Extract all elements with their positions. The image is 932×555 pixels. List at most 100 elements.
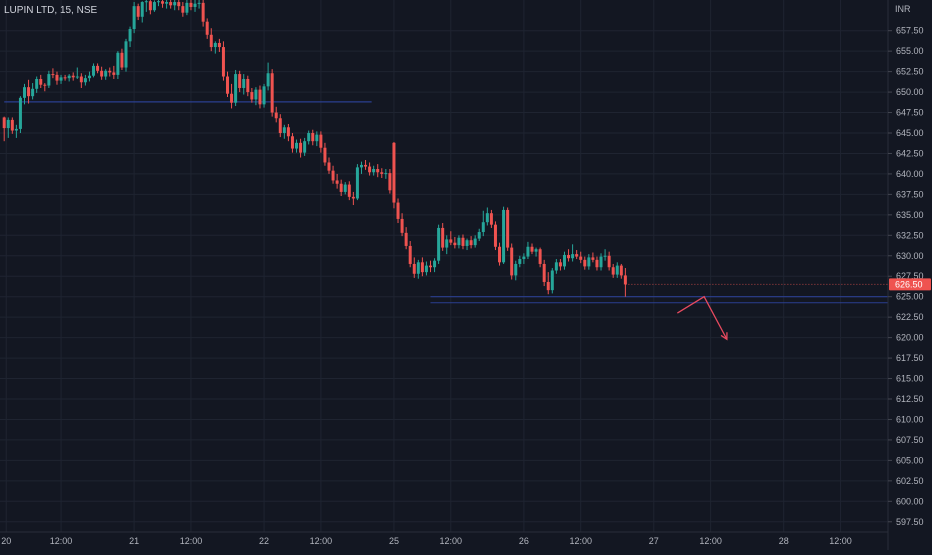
candle-body bbox=[335, 180, 339, 184]
candle-body bbox=[201, 2, 205, 22]
arrow-path bbox=[677, 295, 728, 340]
candle-body bbox=[542, 263, 546, 282]
candle-body bbox=[108, 70, 112, 73]
candle-body bbox=[485, 213, 489, 223]
price-axis-panel[interactable] bbox=[888, 0, 932, 550]
candle-body bbox=[165, 2, 169, 4]
candle-body bbox=[197, 2, 201, 4]
candle-body bbox=[14, 128, 18, 131]
candle-body bbox=[469, 240, 473, 246]
candle-body bbox=[250, 92, 254, 100]
candle-body bbox=[299, 142, 303, 153]
candle-body bbox=[213, 42, 217, 48]
candle-body bbox=[558, 262, 562, 267]
candle-body bbox=[429, 265, 432, 268]
time-tick-label: 12:00 bbox=[310, 536, 333, 546]
candle-body bbox=[71, 75, 75, 78]
candle-body bbox=[546, 281, 550, 291]
candle-body bbox=[193, 3, 197, 7]
candle-body bbox=[567, 254, 571, 259]
candle-body bbox=[603, 255, 607, 257]
candlesticks bbox=[2, 0, 627, 297]
candle-body bbox=[493, 224, 497, 247]
candle-body bbox=[2, 117, 6, 129]
candle-body bbox=[51, 74, 55, 76]
candle-body bbox=[583, 259, 587, 267]
candle-body bbox=[587, 257, 591, 267]
price-tick-label: 627.50 bbox=[896, 271, 924, 281]
candle-body bbox=[230, 93, 234, 103]
grid bbox=[0, 0, 888, 532]
candle-body bbox=[437, 227, 441, 261]
candle-body bbox=[571, 254, 575, 259]
candle-body bbox=[396, 202, 400, 219]
candle-body bbox=[140, 2, 144, 17]
candle-body bbox=[351, 196, 355, 199]
price-tick-label: 602.50 bbox=[896, 476, 924, 486]
time-tick-label: 22 bbox=[259, 536, 269, 546]
candle-body bbox=[595, 259, 599, 268]
candle-body bbox=[258, 89, 262, 105]
candle-body bbox=[295, 142, 299, 149]
time-tick-label: 27 bbox=[649, 536, 659, 546]
candle-body bbox=[132, 6, 136, 30]
candle-body bbox=[579, 256, 583, 260]
candle-body bbox=[83, 78, 87, 83]
price-tick-label: 600.00 bbox=[896, 496, 924, 506]
candle-body bbox=[75, 76, 79, 78]
candle-body bbox=[538, 249, 542, 264]
time-tick-label: 12:00 bbox=[440, 536, 463, 546]
candle-body bbox=[368, 166, 372, 173]
candle-body bbox=[359, 164, 363, 168]
candle-body bbox=[169, 2, 173, 6]
candle-body bbox=[327, 162, 331, 171]
candle-body bbox=[623, 275, 627, 285]
candle-body bbox=[152, 2, 156, 11]
candle-body bbox=[185, 2, 189, 13]
support-lines bbox=[4, 101, 888, 304]
candle-body bbox=[562, 254, 566, 267]
candle-body bbox=[457, 237, 461, 246]
candle-body bbox=[404, 232, 408, 246]
time-tick-label: 25 bbox=[389, 536, 399, 546]
candle-body bbox=[522, 256, 526, 260]
candle-body bbox=[266, 73, 270, 87]
projection-arrow bbox=[677, 295, 728, 341]
candle-body bbox=[502, 209, 506, 263]
price-tick-label: 617.50 bbox=[896, 353, 924, 363]
currency-label: INR bbox=[895, 4, 911, 14]
candle-body bbox=[481, 222, 485, 233]
candle-body bbox=[550, 270, 554, 291]
price-tick-label: 655.00 bbox=[896, 46, 924, 56]
candle-body bbox=[489, 213, 493, 225]
time-tick-label: 26 bbox=[519, 536, 529, 546]
candle-body bbox=[433, 260, 437, 268]
candle-body bbox=[400, 218, 404, 233]
candle-body bbox=[226, 76, 229, 94]
arrow-head bbox=[720, 332, 728, 341]
symbol-title: LUPIN LTD, 15, NSE bbox=[4, 5, 98, 16]
candle-body bbox=[416, 262, 420, 274]
candle-body bbox=[189, 2, 193, 7]
candle-body bbox=[270, 73, 274, 113]
price-tick-label: 650.00 bbox=[896, 87, 924, 97]
candle-body bbox=[510, 247, 514, 276]
price-tick-label: 657.50 bbox=[896, 26, 924, 36]
price-tick-label: 615.00 bbox=[896, 374, 924, 384]
candle-body bbox=[339, 183, 343, 192]
candle-body bbox=[274, 112, 278, 119]
candle-body bbox=[234, 74, 238, 103]
candle-body bbox=[290, 136, 294, 149]
candle-body bbox=[441, 227, 445, 248]
candle-body bbox=[607, 255, 611, 268]
candle-body bbox=[388, 173, 392, 191]
candle-body bbox=[43, 84, 47, 86]
time-tick-label: 12:00 bbox=[180, 536, 203, 546]
candle-body bbox=[619, 265, 623, 276]
candle-body bbox=[221, 47, 225, 77]
candle-body bbox=[307, 133, 311, 142]
time-tick-label: 12:00 bbox=[829, 536, 852, 546]
candle-body bbox=[23, 87, 26, 98]
